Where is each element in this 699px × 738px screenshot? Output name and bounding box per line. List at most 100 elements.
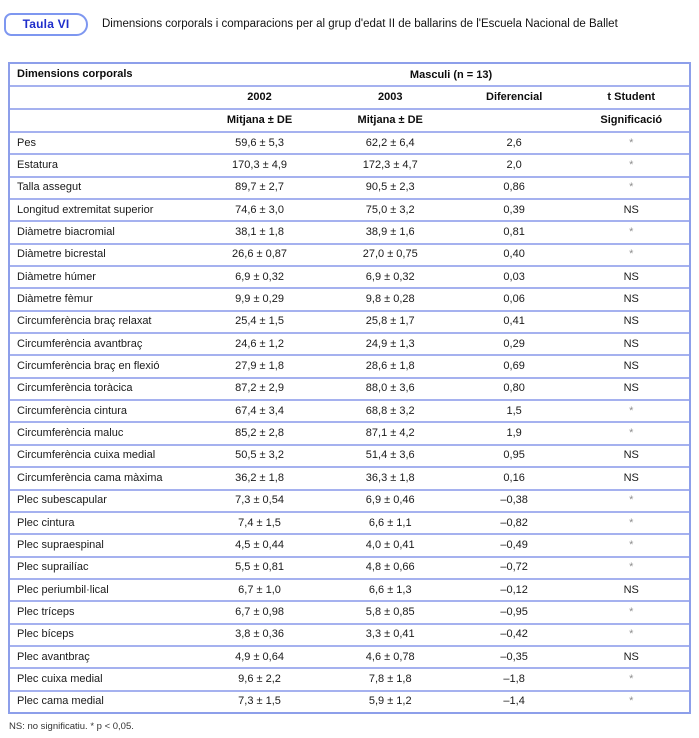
table-number-badge: Taula VI	[4, 12, 88, 36]
row-label: Plec cintura	[17, 517, 75, 529]
value-2002: 50,5 ± 3,2	[235, 450, 284, 462]
value-diferencial: –0,38	[500, 495, 528, 507]
value-2002: 4,9 ± 0,64	[235, 651, 284, 663]
value-2003: 90,5 ± 2,3	[365, 182, 415, 194]
value-diferencial: 1,5	[506, 405, 522, 417]
value-diferencial: 0,29	[503, 338, 525, 350]
table-row: Plec bíceps 3,8 ± 0,36 3,3 ± 0,41 –0,42 …	[10, 622, 689, 645]
table-row: Plec cama medial 7,3 ± 1,5 5,9 ± 1,2 –1,…	[10, 689, 689, 712]
table-row: Circumferència maluc 85,2 ± 2,8 87,1 ± 4…	[10, 421, 689, 443]
value-diferencial: –0,82	[500, 517, 528, 529]
value-diferencial: 0,80	[503, 383, 525, 395]
table-row: Pes 59,6 ± 5,3 62,2 ± 6,4 2,6 *	[10, 131, 689, 153]
significance-marker: NS	[623, 472, 639, 484]
row-label: Circumferència cama màxima	[17, 472, 163, 484]
value-2002: 170,3 ± 4,9	[232, 160, 287, 172]
value-diferencial: 0,81	[503, 227, 525, 239]
row-label: Plec cama medial	[17, 696, 104, 708]
value-diferencial: –0,42	[500, 629, 528, 641]
column-header-significacio: Significació	[600, 115, 663, 126]
significance-marker: *	[629, 405, 634, 417]
significance-marker: *	[629, 562, 634, 574]
value-diferencial: 0,95	[503, 450, 525, 462]
row-label: Circumferència braç en flexió	[17, 361, 160, 373]
significance-marker: NS	[623, 338, 639, 350]
header-row-group: Dimensions corporals Masculi (n = 13)	[10, 64, 689, 85]
row-label: Circumferència cintura	[17, 405, 128, 417]
significance-marker: NS	[623, 271, 639, 283]
significance-marker: NS	[623, 204, 639, 216]
table-caption: Taula VI Dimensions corporals i comparac…	[4, 12, 691, 36]
significance-marker: *	[629, 160, 634, 172]
value-2002: 24,6 ± 1,2	[235, 338, 284, 350]
value-diferencial: –0,72	[500, 562, 528, 574]
significance-marker: NS	[623, 383, 639, 395]
value-2002: 89,7 ± 2,7	[235, 182, 284, 194]
value-2002: 6,9 ± 0,32	[235, 271, 284, 283]
significance-marker: NS	[623, 651, 639, 663]
value-2003: 6,9 ± 0,46	[365, 495, 415, 507]
row-label: Plec bíceps	[17, 629, 74, 641]
value-diferencial: –0,95	[500, 606, 528, 618]
value-2003: 6,6 ± 1,3	[368, 584, 412, 596]
value-2002: 7,4 ± 1,5	[238, 517, 281, 529]
value-diferencial: 2,0	[506, 160, 522, 172]
row-label: Diàmetre bicrestal	[17, 249, 106, 261]
column-header-diferencial: Diferencial	[486, 92, 543, 103]
significance-marker: *	[629, 495, 634, 507]
value-diferencial: –1,8	[503, 673, 525, 685]
column-header-t-student: t Student	[607, 92, 656, 103]
row-label: Plec tríceps	[17, 606, 75, 618]
value-2003: 24,9 ± 1,3	[365, 338, 415, 350]
table-row: Diàmetre húmer 6,9 ± 0,32 6,9 ± 0,32 0,0…	[10, 265, 689, 287]
significance-marker: *	[629, 428, 634, 440]
value-2002: 9,9 ± 0,29	[235, 294, 284, 306]
table-row: Plec subescapular 7,3 ± 0,54 6,9 ± 0,46 …	[10, 488, 689, 511]
table-row: Diàmetre biacromial 38,1 ± 1,8 38,9 ± 1,…	[10, 220, 689, 242]
value-2003: 36,3 ± 1,8	[365, 472, 415, 484]
value-2003: 68,8 ± 3,2	[365, 405, 415, 417]
value-2003: 6,6 ± 1,1	[368, 517, 412, 529]
row-label: Plec subescapular	[17, 495, 107, 507]
value-2003: 62,2 ± 6,4	[365, 137, 415, 149]
value-2002: 38,1 ± 1,8	[235, 227, 284, 239]
table-number-label: Taula VI	[22, 17, 70, 31]
column-header-2003: 2003	[377, 92, 403, 103]
value-2002: 7,3 ± 0,54	[235, 495, 284, 507]
value-2003: 172,3 ± 4,7	[362, 160, 418, 172]
value-diferencial: –0,12	[500, 584, 528, 596]
column-header-mitjana-2003: Mitjana ± DE	[357, 115, 423, 126]
table-row: Plec tríceps 6,7 ± 0,98 5,8 ± 0,85 –0,95…	[10, 600, 689, 622]
table-row: Circumferència cama màxima 36,2 ± 1,8 36…	[10, 466, 689, 488]
table-row: Diàmetre fèmur 9,9 ± 0,29 9,8 ± 0,28 0,0…	[10, 287, 689, 309]
significance-marker: NS	[623, 584, 639, 596]
table-row: Longitud extremitat superior 74,6 ± 3,0 …	[10, 198, 689, 220]
value-2003: 51,4 ± 3,6	[365, 450, 415, 462]
table-row: Circumferència toràcica 87,2 ± 2,9 88,0 …	[10, 376, 689, 399]
significance-marker: *	[629, 137, 634, 149]
significance-marker: *	[629, 539, 634, 551]
value-2002: 87,2 ± 2,9	[235, 383, 284, 395]
row-label: Talla assegut	[17, 182, 82, 194]
value-2003: 5,9 ± 1,2	[368, 696, 412, 708]
row-label: Plec avantbraç	[17, 651, 90, 663]
significance-marker: *	[629, 227, 634, 239]
significance-marker: *	[629, 182, 634, 194]
value-2002: 9,6 ± 2,2	[238, 673, 281, 685]
value-2003: 38,9 ± 1,6	[365, 227, 415, 239]
row-label: Pes	[17, 137, 36, 149]
value-2002: 6,7 ± 0,98	[235, 606, 284, 618]
value-2002: 59,6 ± 5,3	[235, 137, 284, 149]
value-2002: 85,2 ± 2,8	[235, 428, 284, 440]
value-diferencial: 0,69	[503, 361, 525, 373]
table-row: Circumferència cintura 67,4 ± 3,4 68,8 ±…	[10, 399, 689, 421]
value-2003: 7,8 ± 1,8	[368, 673, 412, 685]
value-2002: 67,4 ± 3,4	[235, 405, 284, 417]
value-2002: 26,6 ± 0,87	[232, 249, 287, 261]
value-diferencial: 0,06	[503, 294, 525, 306]
table-footnote: NS: no significatiu. * p < 0,05.	[9, 720, 134, 732]
value-2003: 88,0 ± 3,6	[365, 383, 415, 395]
value-2003: 4,0 ± 0,41	[365, 539, 415, 551]
significance-marker: NS	[623, 316, 639, 328]
